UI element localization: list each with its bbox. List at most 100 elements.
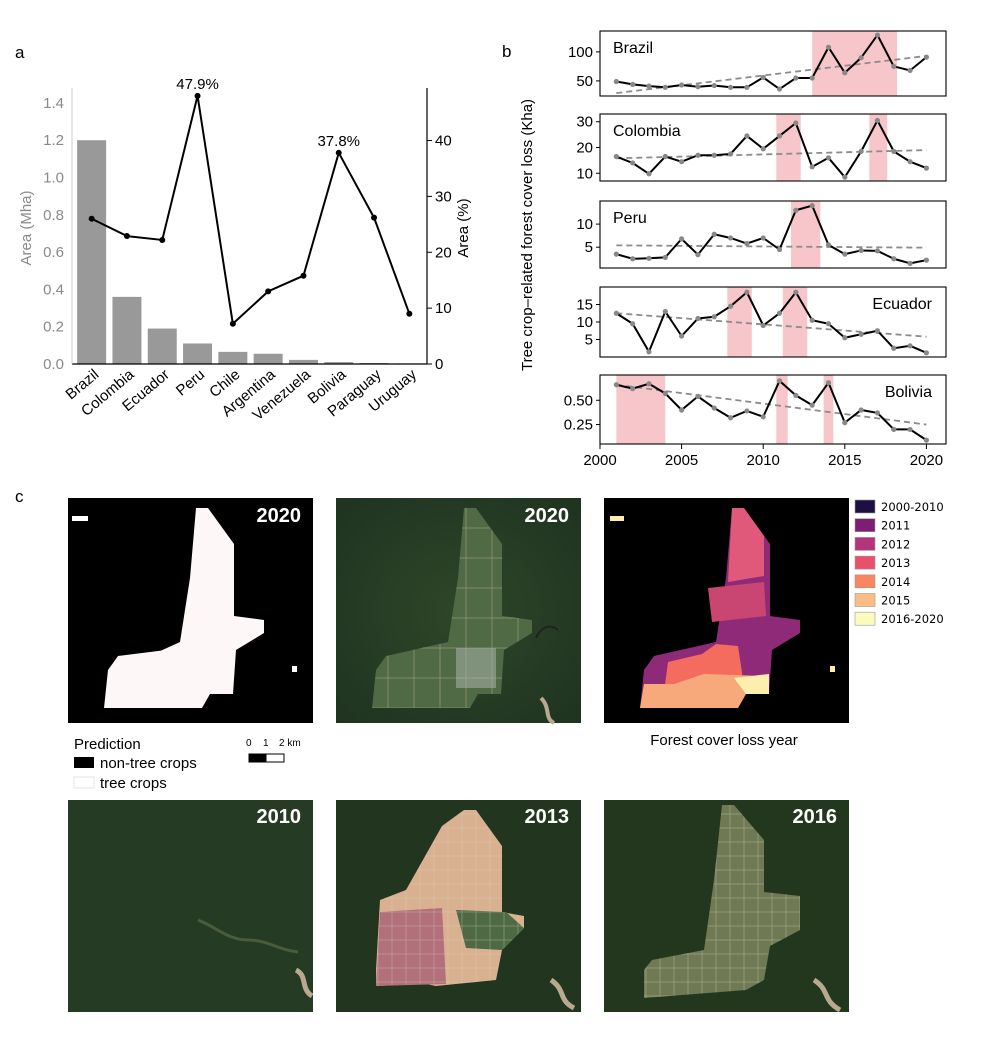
series-point-bolivia: [646, 381, 652, 387]
series-point-ecuador: [760, 322, 766, 329]
prediction-map-2020: 2020: [68, 498, 313, 723]
series-point-bolivia: [858, 407, 864, 413]
series-point-colombia: [662, 153, 668, 160]
y-left-tick-label: 0.8: [43, 207, 64, 224]
loss-legend-label: 2012: [881, 537, 910, 551]
series-point-ecuador: [711, 314, 717, 320]
image-year-label: 2013: [525, 806, 570, 828]
series-point-ecuador: [907, 343, 913, 349]
series-point-colombia: [842, 174, 848, 180]
loss-legend-label: 2000-2010: [881, 500, 944, 514]
y-right-axis-title: Area (%): [455, 198, 472, 257]
series-point-ecuador: [891, 345, 897, 351]
series-point-bolivia: [842, 420, 848, 426]
loss-area-2016-2020: [734, 674, 769, 694]
series-point-brazil: [646, 83, 652, 89]
y-tick-label-peru: 5: [585, 239, 593, 256]
loss-legend-swatch: [854, 518, 876, 533]
series-point-brazil: [825, 44, 832, 50]
river: [549, 977, 576, 1011]
series-point-peru: [711, 231, 717, 237]
y-right-tick-label: 30: [435, 188, 452, 205]
y-tick-label-peru: 10: [576, 216, 593, 233]
series-point-bolivia: [760, 414, 766, 420]
x-tick-label: 2005: [665, 452, 698, 469]
series-point-ecuador: [793, 289, 799, 295]
series-point-brazil: [776, 86, 783, 92]
y-right-tick-label: 10: [435, 300, 452, 317]
series-label-bolivia: Bolivia: [885, 384, 932, 401]
y-tick-label-brazil: 50: [576, 73, 593, 90]
series-point-peru: [744, 240, 750, 247]
series-point-colombia: [630, 160, 636, 166]
subplot-frame-bolivia: [599, 374, 947, 445]
bar-venezuela: [288, 359, 318, 364]
series-point-bolivia: [923, 437, 930, 443]
loss-legend-swatch: [854, 611, 876, 626]
series-point-brazil: [711, 82, 717, 89]
y-right-tick-label: 20: [435, 244, 452, 261]
series-point-peru: [907, 260, 913, 266]
series-point-brazil: [874, 32, 881, 38]
series-point-bolivia: [744, 408, 750, 414]
loss-area-2015: [640, 674, 764, 708]
tree-crop-area: [104, 508, 264, 708]
loss-legend-label: 2016-2020: [881, 612, 944, 626]
prediction-legend-title: Prediction: [74, 736, 141, 753]
panel-label-b: b: [502, 42, 511, 61]
plantation-grid: [644, 805, 800, 998]
series-point-colombia: [727, 151, 734, 157]
series-point-brazil: [858, 55, 864, 61]
series-point-peru: [695, 252, 701, 258]
highlight-band-ecuador: [782, 287, 808, 357]
series-point-brazil: [695, 84, 701, 90]
image-year-label: 2010: [257, 806, 302, 828]
x-tick-label: 2020: [910, 452, 943, 469]
series-point-colombia: [793, 120, 799, 126]
y-tick-label-brazil: 100: [568, 44, 593, 61]
series-label-brazil: Brazil: [613, 40, 653, 57]
series-point-ecuador: [679, 333, 685, 339]
satellite-image-2010: 2010: [68, 800, 314, 1012]
loss-legend-label: 2011: [881, 519, 910, 533]
series-point-peru: [825, 242, 832, 248]
series-point-peru: [646, 255, 652, 261]
highlight-band-bolivia: [823, 375, 834, 444]
percent-point-brazil: [88, 215, 95, 222]
y-left-tick-label: 0.6: [43, 244, 64, 261]
bar-chile: [218, 351, 248, 364]
panel-label-c: c: [15, 487, 24, 506]
series-point-colombia: [613, 153, 619, 160]
series-point-ecuador: [744, 289, 750, 295]
series-point-colombia: [711, 152, 717, 158]
series-point-colombia: [923, 165, 930, 171]
series-point-bolivia: [907, 426, 913, 433]
y-left-axis-title: Area (Mha): [18, 190, 35, 265]
scale-bar: 0 1 2 km: [246, 738, 301, 763]
scale-label-0: 0: [246, 738, 252, 749]
subplot-frame-brazil: [599, 30, 947, 97]
x-tick-label: 2015: [828, 452, 861, 469]
y-tick-label-ecuador: 5: [585, 332, 593, 349]
series-point-colombia: [825, 155, 832, 161]
series-line-brazil: [616, 33, 928, 91]
loss-legend-swatch: [854, 593, 876, 607]
series-point-ecuador: [662, 308, 668, 315]
river: [812, 977, 842, 1013]
series-point-bolivia: [809, 402, 815, 408]
plantation-grid: [376, 810, 524, 986]
y-left-tick-label: 1.4: [43, 95, 64, 112]
satellite-image-2020: 2020: [336, 498, 581, 725]
series-point-peru: [793, 207, 799, 213]
bar-brazil: [77, 140, 107, 364]
series-point-ecuador: [842, 335, 848, 341]
y-tick-label-colombia: 30: [576, 114, 593, 131]
series-point-ecuador: [809, 317, 815, 323]
percent-point-chile: [229, 320, 236, 327]
series-point-peru: [727, 235, 734, 241]
y-left-tick-label: 0.0: [43, 356, 64, 373]
series-point-colombia: [809, 164, 815, 170]
series-point-peru: [923, 257, 930, 263]
series-point-brazil: [613, 78, 619, 85]
